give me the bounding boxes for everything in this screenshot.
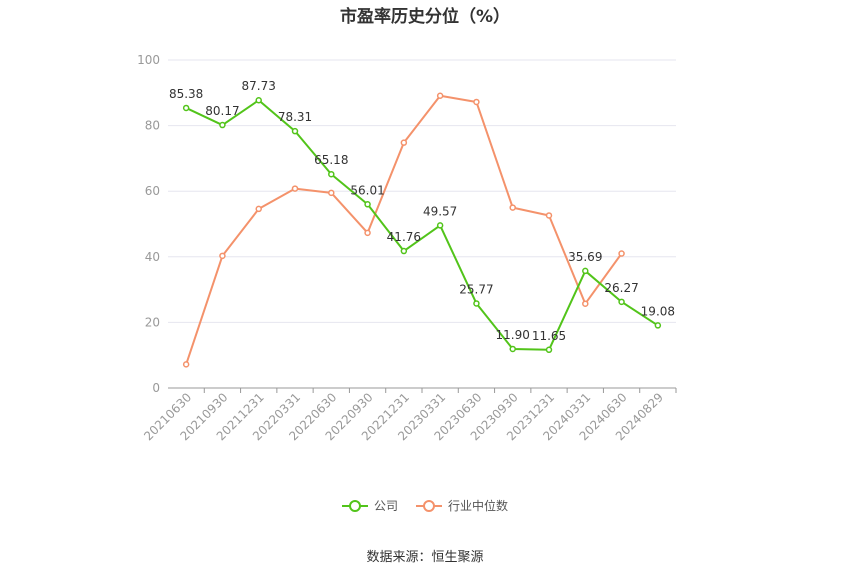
data-point [328, 170, 335, 178]
data-point [182, 361, 190, 368]
y-tick-label: 100 [137, 53, 160, 67]
legend-label: 公司 [373, 499, 398, 513]
legend-item[interactable]: 行业中位数 [416, 497, 508, 514]
data-label: 78.31 [278, 110, 312, 124]
data-label: 49.57 [423, 204, 457, 218]
data-point [364, 201, 371, 208]
legend-swatch [341, 499, 368, 512]
grid-layer [168, 59, 676, 323]
data-point [219, 121, 226, 129]
data-point [654, 322, 662, 329]
data-point [509, 345, 516, 353]
data-label: 11.90 [496, 328, 530, 342]
data-point [400, 139, 408, 146]
legend-item[interactable]: 公司 [341, 497, 398, 514]
chart-title: 市盈率历史分位（%） [339, 7, 511, 27]
data-label: 85.38 [169, 87, 203, 101]
data-point [473, 300, 480, 307]
data-point [182, 104, 190, 112]
data-label: 87.73 [242, 79, 276, 93]
legend-swatch [416, 499, 442, 512]
data-label: 35.69 [568, 250, 602, 264]
legend-label: 行业中位数 [448, 499, 509, 513]
data-point [255, 96, 262, 104]
data-point [582, 267, 589, 275]
data-point [436, 92, 444, 100]
data-point [255, 205, 262, 213]
data-point [582, 300, 589, 307]
data-point [509, 204, 516, 211]
data-label: 11.65 [532, 329, 566, 343]
series-layer [182, 92, 662, 368]
data-point [436, 222, 444, 229]
data-point [618, 250, 625, 257]
y-tick-label: 40 [145, 250, 160, 264]
data-label: 65.18 [314, 153, 348, 167]
data-label: 41.76 [387, 230, 421, 244]
data-point [400, 247, 408, 255]
legend: 公司 行业中位数 [0, 497, 850, 514]
data-point [291, 127, 299, 135]
data-point [545, 212, 553, 219]
y-tick-label: 60 [145, 184, 160, 198]
data-point [473, 98, 480, 106]
data-label: 26.27 [604, 281, 638, 295]
data-point [328, 189, 335, 197]
y-tick-label: 80 [145, 119, 160, 133]
source-note: 数据来源：恒生聚源 [366, 550, 484, 565]
data-label: 25.77 [459, 282, 493, 296]
data-point [545, 346, 553, 354]
data-point [364, 229, 371, 237]
data-label: 80.17 [205, 104, 239, 118]
data-label: 19.08 [641, 304, 675, 318]
y-tick-label: 0 [152, 381, 160, 395]
data-point [291, 185, 299, 192]
data-label: 56.01 [350, 183, 384, 197]
series-line [185, 99, 659, 351]
data-point [219, 252, 226, 260]
y-tick-label: 20 [145, 315, 160, 329]
data-point [618, 298, 625, 306]
